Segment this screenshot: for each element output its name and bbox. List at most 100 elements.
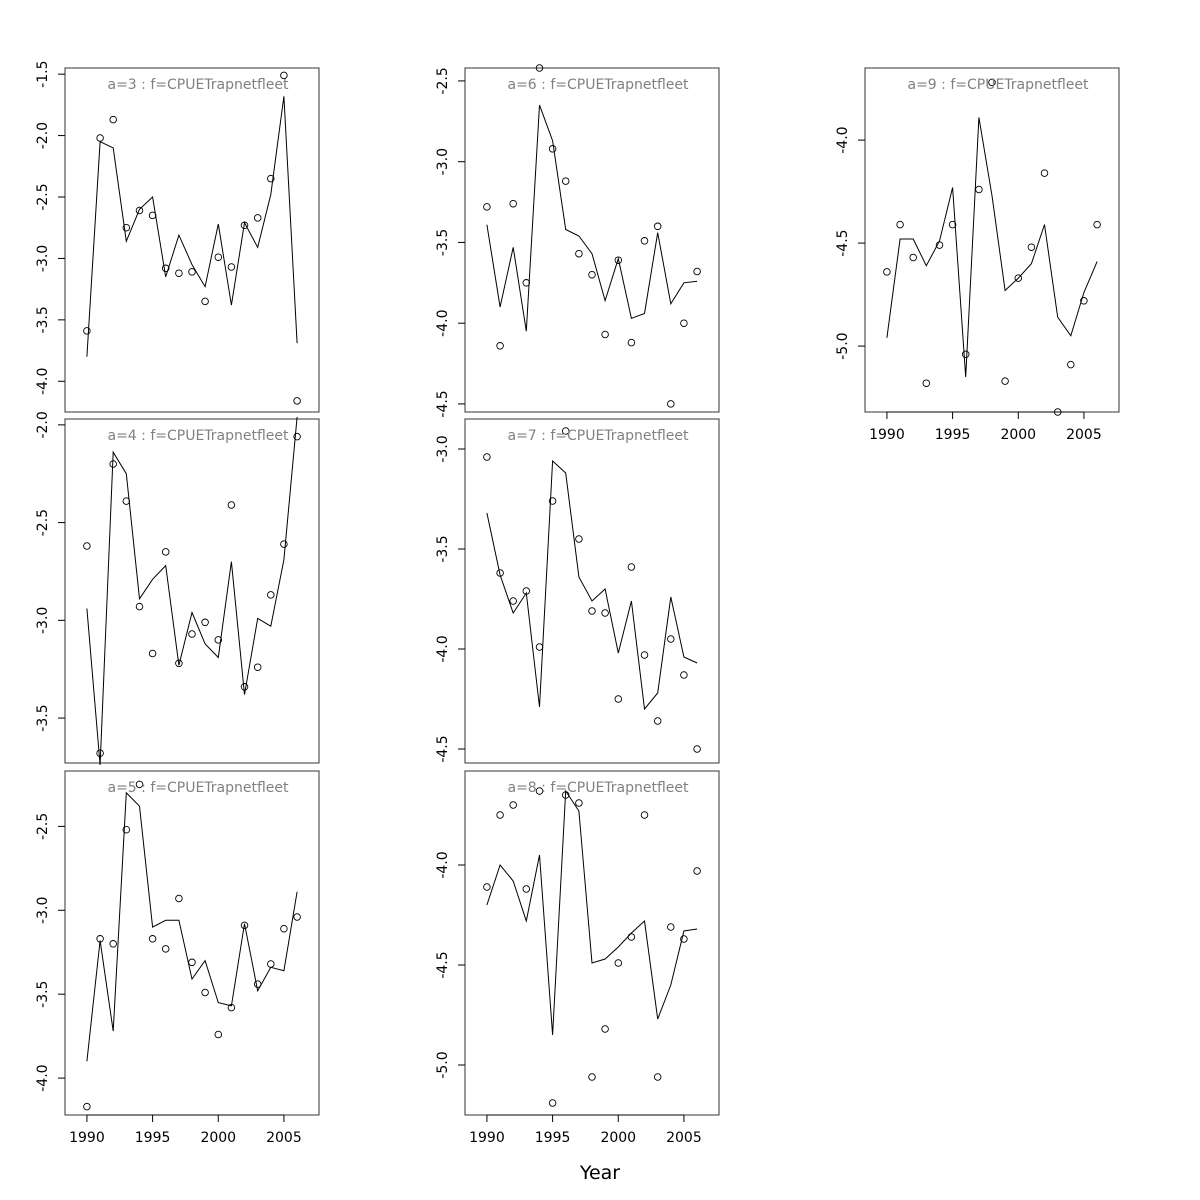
observed-point <box>535 787 544 795</box>
observed-point <box>948 220 957 229</box>
y-tick-label: -2.5 <box>435 67 451 94</box>
observed-point <box>1040 169 1049 177</box>
observed-point <box>175 269 183 277</box>
observed-point <box>548 145 557 153</box>
y-tick-label: -4.5 <box>835 229 851 256</box>
observed-point <box>240 683 249 691</box>
observed-point <box>267 591 275 599</box>
y-tick-label: -4.5 <box>435 735 451 762</box>
observed-point <box>148 211 157 220</box>
y-tick-label: -4.5 <box>435 390 451 417</box>
observed-point <box>680 935 688 943</box>
observed-point <box>293 397 301 405</box>
x-tick-label: 1990 <box>469 1130 505 1146</box>
observed-point <box>188 630 196 638</box>
observed-point <box>614 695 623 703</box>
x-tick-label: 2005 <box>1066 427 1102 443</box>
observed-point <box>1027 243 1036 251</box>
observed-point <box>535 643 544 651</box>
observed-point <box>188 958 196 967</box>
y-tick-label: -3.0 <box>35 607 51 634</box>
panel-title: a=3 : f=CPUETrapnetfleet <box>107 77 289 93</box>
observed-point <box>614 959 623 967</box>
y-tick-label: -4.0 <box>835 126 851 153</box>
observed-point <box>83 1102 91 1111</box>
x-tick-label: 2005 <box>266 1130 302 1146</box>
observed-point <box>693 267 701 276</box>
observed-point <box>961 350 970 359</box>
y-tick-label: -3.5 <box>435 229 451 256</box>
observed-point <box>483 883 491 891</box>
observed-point <box>96 134 104 142</box>
observed-point <box>548 497 557 505</box>
observed-point <box>496 342 504 350</box>
panel-title: a=8 : f=CPUETrapnetfleet <box>507 780 689 796</box>
observed-point <box>201 988 209 997</box>
y-tick-label: -4.5 <box>435 951 451 978</box>
observed-point <box>627 933 636 941</box>
panel-frame <box>64 770 320 1116</box>
panel-frame <box>64 67 320 413</box>
observed-point <box>109 940 117 948</box>
x-tick-label: 1995 <box>535 1130 571 1146</box>
observed-point <box>267 960 275 968</box>
observed-point <box>601 609 609 617</box>
observed-point <box>161 945 170 953</box>
observed-point <box>188 268 196 276</box>
observed-point <box>201 618 209 627</box>
observed-point <box>509 801 517 809</box>
observed-point <box>1014 274 1023 282</box>
observed-point <box>227 501 236 509</box>
y-tick-label: -3.5 <box>35 306 51 333</box>
x-tick-label: 2005 <box>666 1130 702 1146</box>
observed-point <box>614 256 623 264</box>
observed-point <box>627 563 636 571</box>
observed-point <box>175 659 183 668</box>
observed-point <box>601 330 609 339</box>
observed-point <box>693 745 701 753</box>
observed-point <box>148 649 157 658</box>
observed-point <box>135 206 144 215</box>
y-tick-label: -4.0 <box>435 851 451 878</box>
observed-point <box>253 214 262 222</box>
y-tick-label: -3.5 <box>435 535 451 562</box>
observed-point <box>280 540 288 548</box>
observed-point <box>935 241 944 249</box>
observed-point <box>175 894 183 903</box>
panel-frame <box>464 418 720 764</box>
y-tick-label: -2.0 <box>35 122 51 149</box>
observed-point <box>575 799 583 807</box>
x-axis: 1990 1995 2000 2005 <box>869 411 1102 443</box>
observed-point <box>280 924 288 933</box>
observed-point <box>214 253 223 261</box>
observed-point <box>561 791 570 799</box>
observed-point <box>253 663 262 671</box>
x-tick-label: 1990 <box>69 1130 105 1146</box>
observed-point <box>109 115 117 124</box>
observed-point <box>267 174 275 183</box>
observed-point <box>988 78 996 87</box>
panel-3: a=5 : f=CPUETrapnetfleet -4.0 -3.5 -3.0 -2.5 <box>35 770 320 1116</box>
panel-2: a=4 : f=CPUETrapnetfleet -3.5 -3.0 -2.5 -2.0 <box>35 411 320 766</box>
observed-point <box>627 338 636 347</box>
observed-point <box>588 607 596 615</box>
observed-point <box>214 1030 223 1039</box>
observed-point <box>496 811 504 819</box>
panel-frame <box>864 67 1120 413</box>
observed-point <box>227 1003 236 1012</box>
panel-6: a=8 : f=CPUETrapnetfleet -5.0 -4.5 -4.0 <box>435 770 720 1116</box>
observed-point <box>161 548 170 556</box>
y-tick-label: -2.5 <box>35 813 51 840</box>
y-tick-label: -3.5 <box>35 704 51 731</box>
observed-point <box>96 749 104 757</box>
observed-point <box>680 319 688 327</box>
observed-point <box>640 811 649 819</box>
fitted-line <box>486 104 698 332</box>
observed-point <box>240 921 249 930</box>
panel-4: a=6 : f=CPUETrapnetfleet -4.5 -4.0 -3.5 -3.0… <box>435 64 720 418</box>
observed-point <box>148 935 157 943</box>
observed-point <box>601 1025 609 1033</box>
x-tick-label: 2000 <box>200 1130 236 1146</box>
observed-point <box>575 249 583 258</box>
observed-point <box>293 913 301 921</box>
